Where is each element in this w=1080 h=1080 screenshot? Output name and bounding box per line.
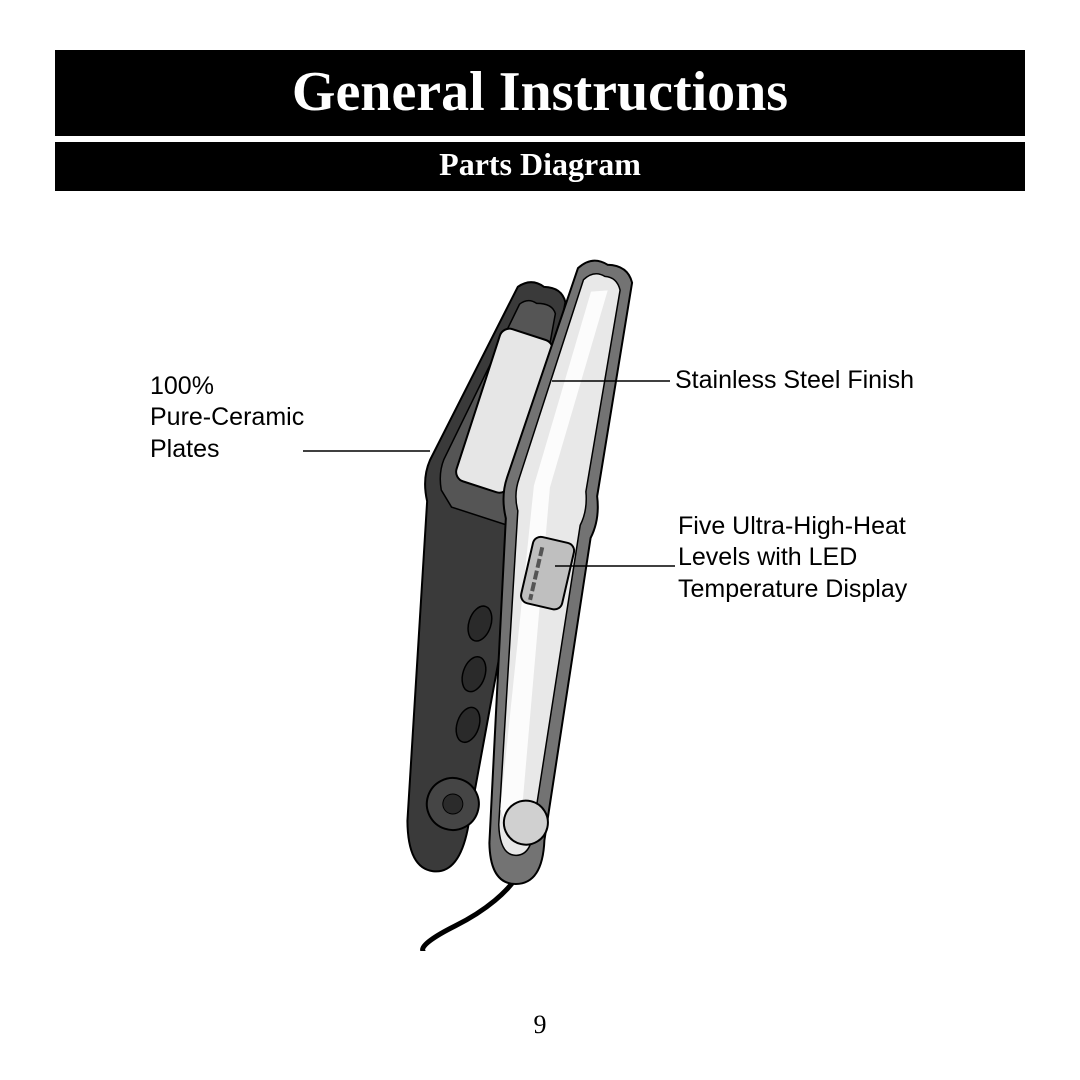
label-text: Stainless Steel Finish [675,366,914,394]
subtitle-bar: Parts Diagram [55,142,1025,191]
label-text: 100%Pure-CeramicPlates [150,372,304,463]
title-bar: General Instructions [55,50,1025,142]
page-number: 9 [0,1010,1080,1040]
label-stainless-finish: Stainless Steel Finish [675,365,975,396]
label-ceramic-plates: 100%Pure-CeramicPlates [150,371,320,465]
parts-diagram: 100%Pure-CeramicPlates Stainless Steel F… [55,191,1025,951]
page-frame: General Instructions Parts Diagram [55,50,1025,951]
label-heat-levels: Five Ultra-High-HeatLevels with LEDTempe… [678,511,978,605]
page-subtitle: Parts Diagram [439,146,641,182]
page-number-value: 9 [534,1010,547,1039]
page-title: General Instructions [292,61,788,123]
label-text: Five Ultra-High-HeatLevels with LEDTempe… [678,512,907,603]
